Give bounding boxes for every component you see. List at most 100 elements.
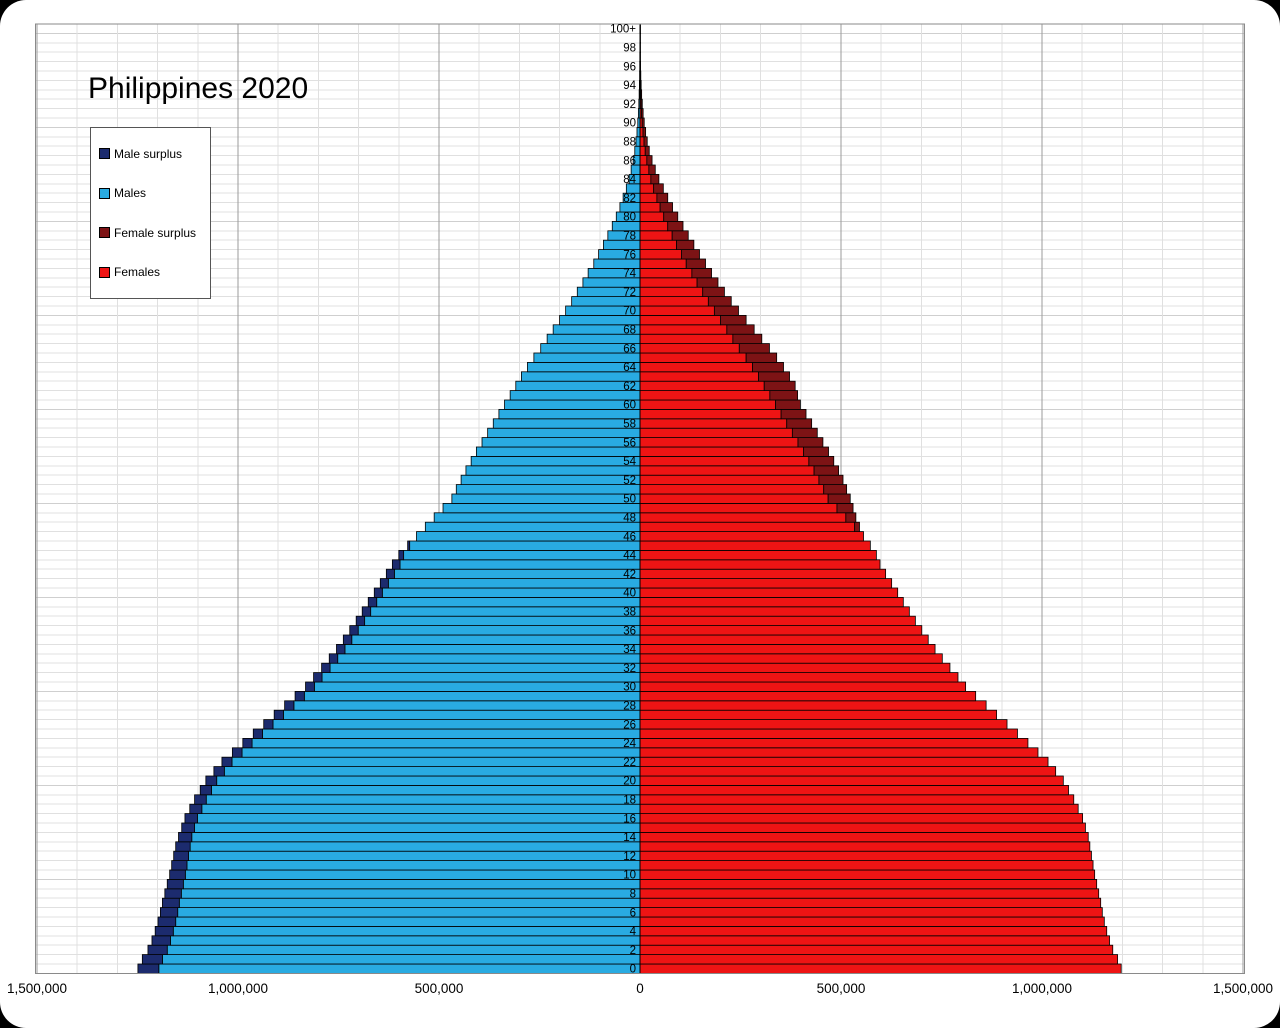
bar-male-surplus-age-31: [313, 672, 323, 683]
bar-male-surplus-age-41: [379, 578, 389, 589]
bar-females-age-55: [639, 446, 805, 457]
bar-females-age-85: [639, 164, 650, 175]
bar-females-age-53: [639, 465, 815, 476]
bar-females-age-34: [639, 644, 936, 655]
bar-male-surplus-age-7: [162, 897, 180, 909]
bar-males-age-32: [329, 662, 641, 674]
bar-males-age-39: [376, 597, 641, 608]
bar-male-surplus-age-17: [189, 803, 203, 815]
bar-male-surplus-age-34: [336, 644, 346, 655]
bar-female-surplus-age-79: [667, 220, 684, 232]
y-axis-age-label: 44: [623, 550, 636, 562]
bar-female-surplus-age-51: [823, 484, 848, 495]
bar-males-age-34: [344, 644, 641, 655]
legend: Male surplus Males Female surplus Females: [90, 127, 211, 299]
bar-males-age-58: [492, 418, 641, 429]
bar-females-age-4: [639, 926, 1108, 937]
y-axis-age-label: 34: [623, 644, 636, 656]
bar-males-age-11: [186, 860, 641, 871]
bar-females-age-83: [639, 183, 655, 194]
bar-female-surplus-age-93: [640, 89, 643, 100]
bar-females-age-46: [639, 531, 864, 542]
bar-females-age-1: [639, 954, 1118, 965]
bar-female-surplus-age-94: [640, 80, 642, 91]
y-axis-age-label: 6: [630, 907, 636, 919]
bar-males-age-2: [166, 944, 641, 956]
bar-females-age-26: [639, 719, 1008, 730]
bar-males-age-15: [194, 822, 641, 833]
bar-males-age-24: [251, 738, 641, 749]
plot-border: [34, 23, 1246, 975]
bar-females-age-3: [639, 935, 1110, 946]
bar-females-age-33: [639, 653, 943, 664]
bar-females-age-21: [639, 766, 1057, 777]
bar-males-age-8: [180, 888, 641, 899]
bar-females-age-82: [639, 192, 658, 203]
bar-females-age-32: [639, 662, 951, 674]
legend-item-males: Males: [99, 186, 210, 200]
legend-label: Males: [114, 186, 147, 201]
bar-females-age-38: [639, 606, 910, 617]
bar-males-age-46: [416, 531, 641, 542]
bar-males-age-45: [409, 540, 641, 551]
bar-female-surplus-age-82: [656, 192, 669, 203]
bar-male-surplus-age-27: [273, 709, 284, 721]
bar-females-age-88: [639, 136, 645, 147]
bar-females-age-71: [639, 296, 709, 307]
bar-females-age-15: [639, 822, 1086, 833]
bar-male-surplus-age-8: [164, 888, 182, 899]
x-axis-labels: 1,500,000 1,000,000 500,000 0 500,000 1,000,0…: [0, 981, 1280, 999]
bar-female-surplus-age-54: [808, 455, 835, 467]
bar-females-age-27: [639, 709, 997, 721]
bar-females-age-51: [639, 484, 825, 495]
bar-female-surplus-age-72: [702, 286, 725, 298]
bar-female-surplus-age-89: [642, 127, 647, 138]
y-axis-age-label: 22: [623, 757, 636, 769]
bar-male-surplus-age-26: [263, 719, 274, 730]
bar-female-surplus-age-63: [758, 371, 790, 382]
bar-females-age-45: [639, 540, 871, 551]
bar-males-age-7: [178, 897, 641, 909]
bar-females-age-58: [639, 418, 788, 429]
bar-males-age-48: [433, 512, 641, 523]
x-axis-tick-label: 1,000,000: [1011, 981, 1073, 996]
bar-males-age-38: [370, 606, 641, 617]
y-axis-age-label: 94: [623, 80, 636, 92]
bar-females-age-30: [639, 681, 967, 692]
bar-females-age-41: [639, 578, 893, 589]
bar-males-age-10: [184, 869, 641, 880]
bar-female-surplus-age-77: [676, 239, 695, 250]
bar-males-age-16: [196, 813, 641, 824]
bar-female-surplus-age-62: [763, 380, 796, 392]
bar-male-surplus-age-32: [321, 662, 331, 674]
bar-males-age-55: [475, 446, 641, 457]
bar-females-age-63: [639, 371, 759, 382]
bar-female-surplus-age-86: [646, 155, 653, 166]
bar-males-age-61: [509, 390, 641, 401]
y-axis-age-label: 60: [623, 400, 636, 412]
y-axis-age-label: 38: [623, 607, 636, 619]
bar-male-surplus-age-25: [252, 728, 263, 739]
bar-males-age-22: [231, 756, 641, 768]
bar-males-age-56: [481, 437, 641, 448]
bar-female-surplus-age-87: [644, 145, 650, 156]
y-axis-age-label: 64: [623, 362, 636, 374]
bar-males-age-29: [303, 691, 641, 702]
y-axis-age-label: 98: [623, 43, 636, 55]
bar-female-surplus-age-88: [643, 136, 648, 147]
x-axis-tick-label: 0: [636, 981, 644, 996]
bar-females-age-28: [639, 700, 987, 711]
bar-females-age-59: [639, 408, 782, 420]
bar-females-age-12: [639, 850, 1092, 862]
bar-female-surplus-age-85: [648, 164, 656, 175]
bar-females-age-23: [639, 747, 1039, 758]
bar-females-age-43: [639, 559, 881, 570]
bar-female-surplus-age-84: [650, 173, 660, 185]
y-axis-age-label: 92: [623, 99, 636, 111]
bar-females-age-40: [639, 587, 899, 598]
bar-males-age-20: [216, 775, 641, 786]
bar-male-surplus-age-11: [171, 860, 188, 871]
y-axis-age-label: 48: [623, 513, 636, 525]
bar-male-surplus-age-28: [284, 700, 295, 711]
